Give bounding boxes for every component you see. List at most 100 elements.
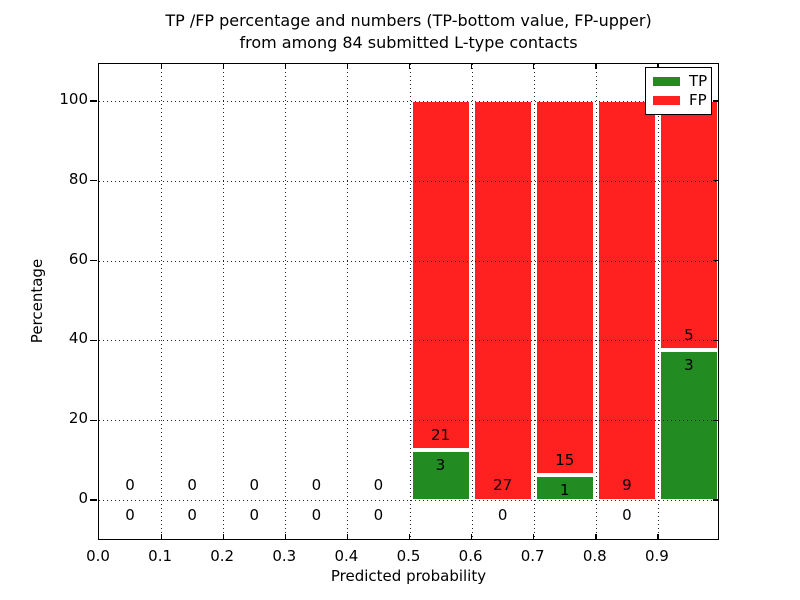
x-gridline: [285, 64, 287, 539]
tp-count-label: 0: [622, 506, 632, 524]
x-tick-bottom: [222, 534, 224, 539]
x-tick-label: 0.8: [582, 547, 607, 565]
tp-count-label: 3: [435, 456, 446, 475]
chart-title-line2: from among 84 submitted L-type contacts: [239, 33, 578, 52]
x-tick-bottom: [471, 534, 473, 539]
y-tick-label: 40: [68, 329, 88, 348]
fp-bar-segment: [473, 101, 532, 500]
x-tick-label: 0.0: [86, 547, 110, 565]
y-tick-left: [90, 419, 97, 421]
y-gridline: [99, 101, 718, 102]
fp-count-label: 27: [493, 476, 513, 494]
fp-count-label: 0: [249, 476, 260, 494]
fp-color-swatch: [653, 96, 680, 105]
tp-color-swatch: [653, 77, 680, 86]
tp-count-label: 0: [497, 506, 508, 524]
x-tick-label: 0.3: [272, 547, 297, 565]
fp-count-label: 0: [187, 476, 197, 494]
tp-count-label: 0: [311, 506, 322, 524]
x-gridline: [595, 64, 597, 539]
x-gridline: [533, 64, 535, 539]
plot-area: 0 0 0 0 0 0 0 0 0 0 21 3 27 0 15 1 9 0 5 3: [90, 63, 719, 540]
tp-count-label: 0: [125, 506, 135, 524]
x-tick-bottom: [533, 534, 535, 539]
x-gridline: [409, 64, 411, 539]
y-tick-right: [713, 339, 718, 342]
x-tick-bottom: [284, 534, 287, 539]
y-tick-left: [90, 180, 97, 182]
fp-bar-segment: [659, 101, 718, 350]
fp-count-label: 0: [373, 476, 384, 494]
y-tick-label: 20: [68, 409, 88, 428]
x-tick-bottom: [346, 534, 349, 539]
y-tick-right: [713, 180, 718, 182]
tp-bar-segment: [411, 451, 470, 500]
x-axis-label: Predicted probability: [330, 567, 487, 585]
tp-bar-segment: [535, 476, 594, 500]
x-tick-label: 0.9: [644, 547, 669, 565]
chart-title-line1: TP /FP percentage and numbers (TP-bottom…: [165, 11, 652, 30]
fp-count-label: 0: [311, 476, 322, 494]
x-gridline: [657, 64, 659, 539]
fp-bar-segment: [535, 101, 594, 475]
x-tick-label: 0.7: [520, 547, 545, 565]
y-tick-left: [90, 259, 97, 262]
y-gridline: [99, 260, 718, 262]
tp-count-label: 3: [684, 356, 694, 375]
x-tick-label: 0.1: [148, 547, 173, 565]
x-gridline: [161, 64, 163, 539]
fp-bar-segment: [411, 101, 470, 450]
y-tick-right: [713, 259, 718, 262]
tp-count-label: 0: [249, 506, 260, 524]
y-tick-left: [90, 100, 97, 102]
x-tick-label: 0.2: [210, 547, 235, 565]
y-tick-label: 100: [59, 90, 88, 108]
y-gridline: [99, 500, 718, 501]
x-tick-top: [346, 64, 349, 69]
y-tick-right: [713, 419, 718, 421]
x-tick-label: 0.5: [396, 547, 421, 565]
y-gridline: [99, 340, 718, 342]
fp-count-label: 5: [684, 326, 694, 345]
fp-bar-segment: [597, 101, 656, 500]
chart-title: TP /FP percentage and numbers (TP-bottom…: [90, 10, 727, 54]
y-gridline: [99, 420, 718, 422]
x-tick-top: [595, 64, 597, 69]
tp-count-label: 0: [373, 506, 384, 524]
x-tick-top: [222, 64, 224, 69]
y-tick-right: [713, 499, 718, 501]
x-tick-top: [284, 64, 287, 69]
x-tick-top: [533, 64, 535, 69]
x-tick-top: [657, 64, 659, 69]
x-gridline: [347, 64, 349, 539]
x-tick-label: 0.6: [458, 547, 483, 565]
x-tick-bottom: [160, 534, 162, 539]
x-gridline: [471, 64, 473, 539]
x-tick-bottom: [595, 534, 597, 539]
y-tick-label: 60: [68, 249, 88, 268]
legend-item-fp: FP: [653, 91, 711, 110]
fp-count-label: 15: [555, 451, 575, 470]
x-tick-top: [409, 64, 411, 69]
fp-count-label: 0: [125, 476, 135, 494]
x-tick-bottom: [657, 534, 659, 539]
x-tick-bottom: [409, 534, 411, 539]
y-gridline: [99, 180, 718, 182]
y-tick-label: 80: [68, 169, 88, 188]
legend-label-fp: FP: [689, 91, 707, 109]
fp-count-label: 9: [622, 476, 632, 494]
x-tick-top: [160, 64, 162, 69]
y-tick-left: [90, 499, 97, 501]
tp-bar-segment: [659, 351, 718, 500]
legend-item-tp: TP: [653, 72, 711, 91]
x-gridline: [223, 64, 225, 539]
x-tick-top: [471, 64, 473, 69]
y-tick-right: [713, 100, 718, 102]
tp-count-label: 1: [559, 481, 570, 500]
y-tick-label: 0: [78, 489, 88, 507]
x-tick-label: 0.4: [334, 547, 359, 565]
tp-count-label: 0: [187, 506, 197, 524]
y-tick-left: [90, 339, 97, 342]
fp-count-label: 21: [431, 426, 451, 445]
